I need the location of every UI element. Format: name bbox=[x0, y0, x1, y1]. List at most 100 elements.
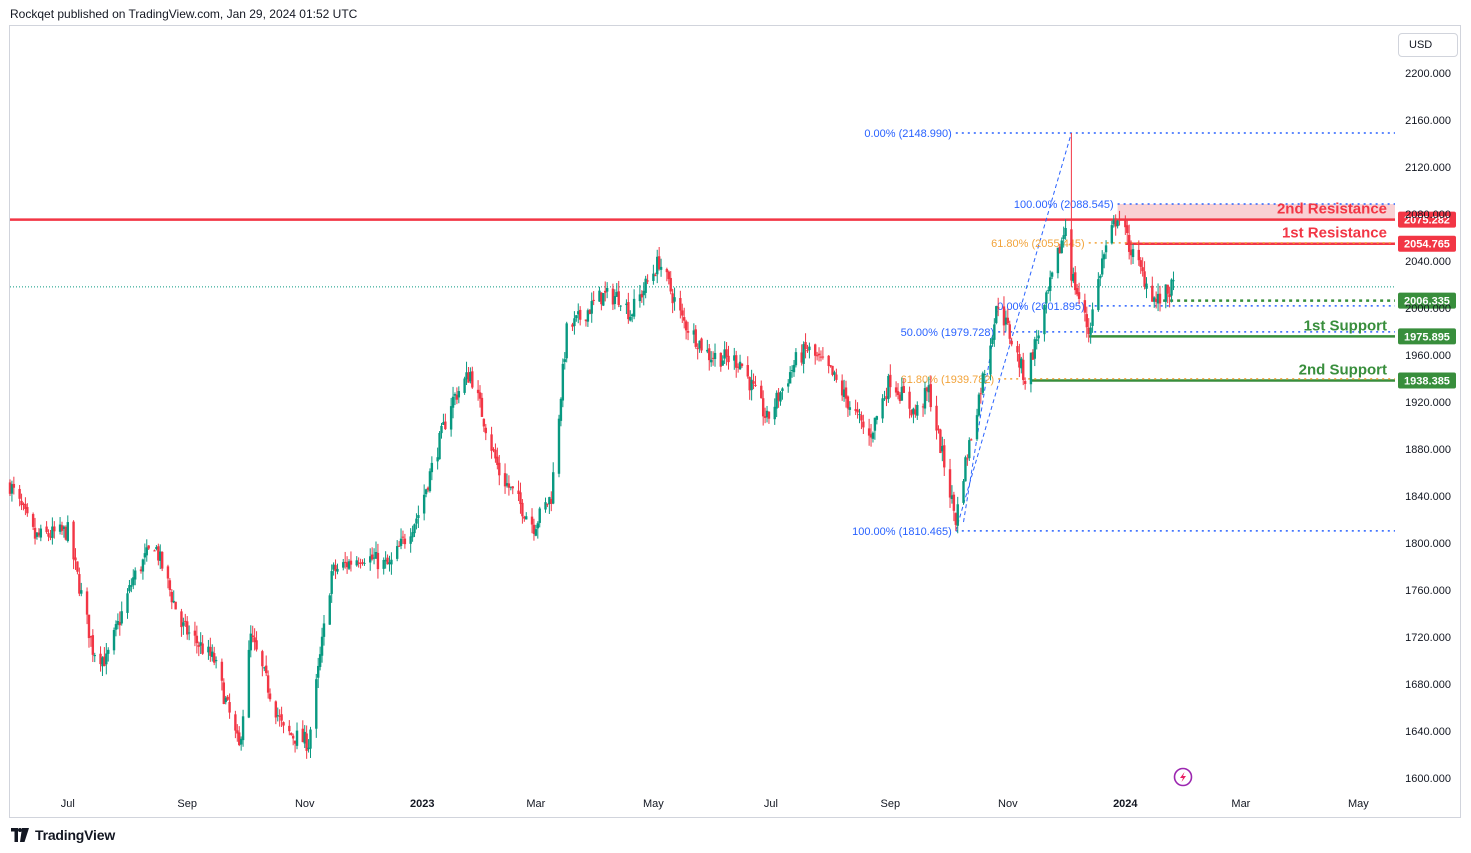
candle-body bbox=[993, 324, 996, 340]
candle-body bbox=[1083, 300, 1087, 313]
candle-body bbox=[330, 571, 333, 594]
currency-selector[interactable]: USD bbox=[1398, 33, 1458, 57]
candle-body bbox=[968, 440, 971, 459]
candle-body bbox=[280, 714, 283, 721]
candle-body bbox=[180, 611, 183, 628]
candle-body bbox=[291, 735, 295, 739]
candle-body bbox=[74, 557, 77, 561]
candle-body bbox=[143, 553, 147, 558]
candle-body bbox=[134, 570, 137, 580]
price-tick-label: 1760.000 bbox=[1405, 585, 1451, 597]
candle-body bbox=[1141, 267, 1144, 272]
candle-body bbox=[509, 486, 513, 488]
candle-body bbox=[78, 574, 81, 594]
level-name: 2nd Support bbox=[1299, 362, 1387, 379]
candle-body bbox=[598, 290, 601, 302]
tradingview-logo[interactable]: TradingView bbox=[10, 827, 115, 843]
candle-body bbox=[602, 293, 605, 306]
candle-body bbox=[613, 296, 617, 305]
candle-body bbox=[735, 355, 738, 368]
candle-body bbox=[881, 398, 884, 419]
candle-body bbox=[397, 545, 401, 547]
candle-body bbox=[469, 371, 472, 382]
candle-body bbox=[155, 547, 158, 549]
candle-body bbox=[386, 557, 389, 565]
price-tick-label: 2160.000 bbox=[1405, 115, 1451, 127]
candle-body bbox=[775, 392, 778, 409]
candle-body bbox=[1064, 228, 1067, 236]
candle-body bbox=[925, 387, 929, 392]
price-tick-label: 1840.000 bbox=[1405, 491, 1451, 503]
time-tick-label: 2023 bbox=[410, 798, 434, 810]
candle-body bbox=[492, 449, 495, 451]
candle-body bbox=[698, 340, 701, 349]
candle-body bbox=[954, 513, 958, 525]
chart-frame bbox=[9, 25, 1461, 818]
candle-body bbox=[126, 593, 129, 613]
candle-body bbox=[684, 321, 688, 331]
candle-body bbox=[860, 415, 863, 421]
candle-body bbox=[1102, 254, 1106, 260]
candle-body bbox=[263, 667, 266, 669]
candle-body bbox=[91, 635, 95, 655]
candle-body bbox=[571, 324, 574, 327]
candle-body bbox=[873, 417, 877, 431]
candle-body bbox=[831, 365, 834, 375]
candle-body bbox=[763, 416, 767, 418]
candle-body bbox=[804, 342, 807, 350]
candle-body bbox=[605, 287, 609, 292]
candle-body bbox=[1056, 247, 1060, 274]
candle-body bbox=[309, 729, 312, 749]
candle-body bbox=[295, 730, 299, 746]
candle-body bbox=[746, 365, 749, 377]
candle-body bbox=[1158, 293, 1162, 304]
candle-body bbox=[369, 556, 372, 563]
candle-body bbox=[35, 532, 39, 537]
candle-body bbox=[991, 338, 994, 344]
candle-body bbox=[413, 524, 416, 534]
candle-body bbox=[444, 421, 447, 430]
candle-body bbox=[856, 409, 859, 413]
time-tick-label: Mar bbox=[526, 798, 545, 810]
candle-body bbox=[382, 559, 385, 569]
candle-body bbox=[147, 545, 150, 549]
candle-body bbox=[428, 471, 432, 492]
candle-body bbox=[20, 500, 23, 506]
candle-body bbox=[1153, 297, 1156, 302]
candle-body bbox=[1168, 294, 1171, 298]
candle-body bbox=[317, 665, 320, 678]
candle-body bbox=[482, 418, 486, 427]
price-tick-label: 2040.000 bbox=[1405, 256, 1451, 268]
candle-body bbox=[463, 378, 466, 393]
price-tag-label: 2006.335 bbox=[1404, 296, 1450, 308]
candle-body bbox=[207, 646, 210, 653]
price-tick-label: 1800.000 bbox=[1405, 538, 1451, 550]
candle-body bbox=[619, 305, 622, 307]
candle-body bbox=[565, 323, 568, 359]
candle-body bbox=[195, 635, 199, 644]
candle-body bbox=[336, 568, 339, 572]
candle-body bbox=[935, 405, 938, 431]
candle-body bbox=[436, 457, 439, 462]
candle-body bbox=[519, 492, 522, 505]
candle-body bbox=[303, 731, 306, 744]
candle-body bbox=[912, 408, 915, 414]
candle-body bbox=[1062, 235, 1065, 239]
candle-body bbox=[374, 552, 378, 559]
candle-body bbox=[733, 355, 736, 361]
candle-body bbox=[773, 406, 776, 420]
candle-body bbox=[411, 532, 414, 538]
candle-body bbox=[748, 377, 751, 391]
candle-body bbox=[1164, 284, 1167, 302]
candle-body bbox=[494, 449, 497, 459]
candle-body bbox=[357, 562, 360, 564]
price-tag-label: 2075.282 bbox=[1404, 215, 1450, 227]
candle-body bbox=[182, 622, 185, 626]
candle-body bbox=[1004, 317, 1008, 325]
candle-body bbox=[1101, 258, 1104, 275]
candle-body bbox=[885, 396, 888, 399]
lightning-icon[interactable] bbox=[1173, 767, 1193, 787]
candle-body bbox=[498, 462, 501, 476]
candle-body bbox=[399, 538, 403, 546]
